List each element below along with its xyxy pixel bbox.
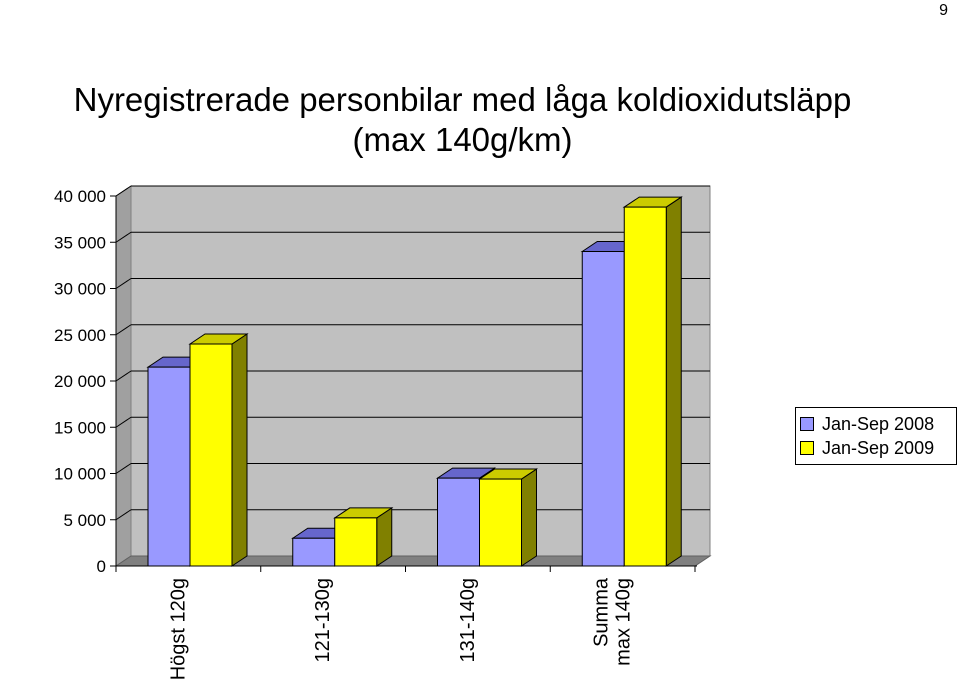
- x-tick-label-line: 131-140g: [457, 578, 479, 663]
- y-tick-label: 30 000: [54, 280, 106, 299]
- bar: [581, 251, 625, 567]
- y-tick-label: 35 000: [54, 233, 106, 252]
- x-tick-label: Summa max 140g: [591, 577, 635, 666]
- x-tick-label: 131-140g: [457, 578, 479, 663]
- y-tick-label: 5 000: [63, 511, 106, 530]
- bar: [437, 477, 480, 567]
- bar-side: [521, 468, 537, 567]
- y-tick-label: 10 000: [54, 465, 106, 484]
- x-tick-label-line: Summa: [591, 577, 613, 647]
- chart-title-block: Nyregistrerade personbilar med låga kold…: [0, 80, 925, 160]
- legend-swatch-2008: [800, 417, 814, 431]
- x-tick-label-line: 121-130g: [312, 578, 334, 663]
- y-tick-label: 20 000: [54, 372, 106, 391]
- legend-item-2009: Jan-Sep 2009: [800, 436, 956, 460]
- x-tick-label: 121-130g: [312, 578, 334, 663]
- gridline-side: [115, 278, 132, 289]
- bar: [479, 478, 522, 567]
- y-tick-label: 0: [97, 557, 106, 576]
- gridline-side: [115, 324, 132, 336]
- bar-side: [665, 196, 682, 567]
- y-tick-label: 40 000: [54, 187, 106, 206]
- legend-label-2009: Jan-Sep 2009: [822, 437, 935, 458]
- gridline-side: [115, 463, 132, 474]
- gridline-side: [115, 185, 132, 197]
- legend-label-2008: Jan-Sep 2008: [822, 413, 935, 434]
- page-number: 9: [939, 2, 948, 19]
- bar: [147, 366, 191, 567]
- y-tick-label: 15 000: [54, 418, 106, 437]
- bar: [292, 537, 336, 567]
- x-tick-label-line: max 140g: [613, 578, 635, 666]
- chart-title: Nyregistrerade personbilar med låga kold…: [73, 81, 852, 118]
- legend-swatch-2009: [800, 441, 814, 455]
- chart-legend: Jan-Sep 2008 Jan-Sep 2009: [795, 407, 957, 465]
- legend-item-2008: Jan-Sep 2008: [800, 412, 956, 436]
- bar: [189, 343, 233, 567]
- x-tick-label-line: Högst 120g: [167, 578, 189, 680]
- chart-subtitle: (max 140g/km): [352, 121, 573, 158]
- bar: [623, 206, 667, 567]
- gridline-side: [115, 370, 132, 382]
- bar-side: [231, 333, 248, 567]
- gridline-side: [115, 231, 132, 243]
- gridline-side: [115, 509, 132, 521]
- x-tick-label: Högst 120g: [167, 578, 189, 680]
- bar: [334, 517, 378, 567]
- gridline-side: [115, 416, 132, 428]
- y-tick-label: 25 000: [54, 326, 106, 345]
